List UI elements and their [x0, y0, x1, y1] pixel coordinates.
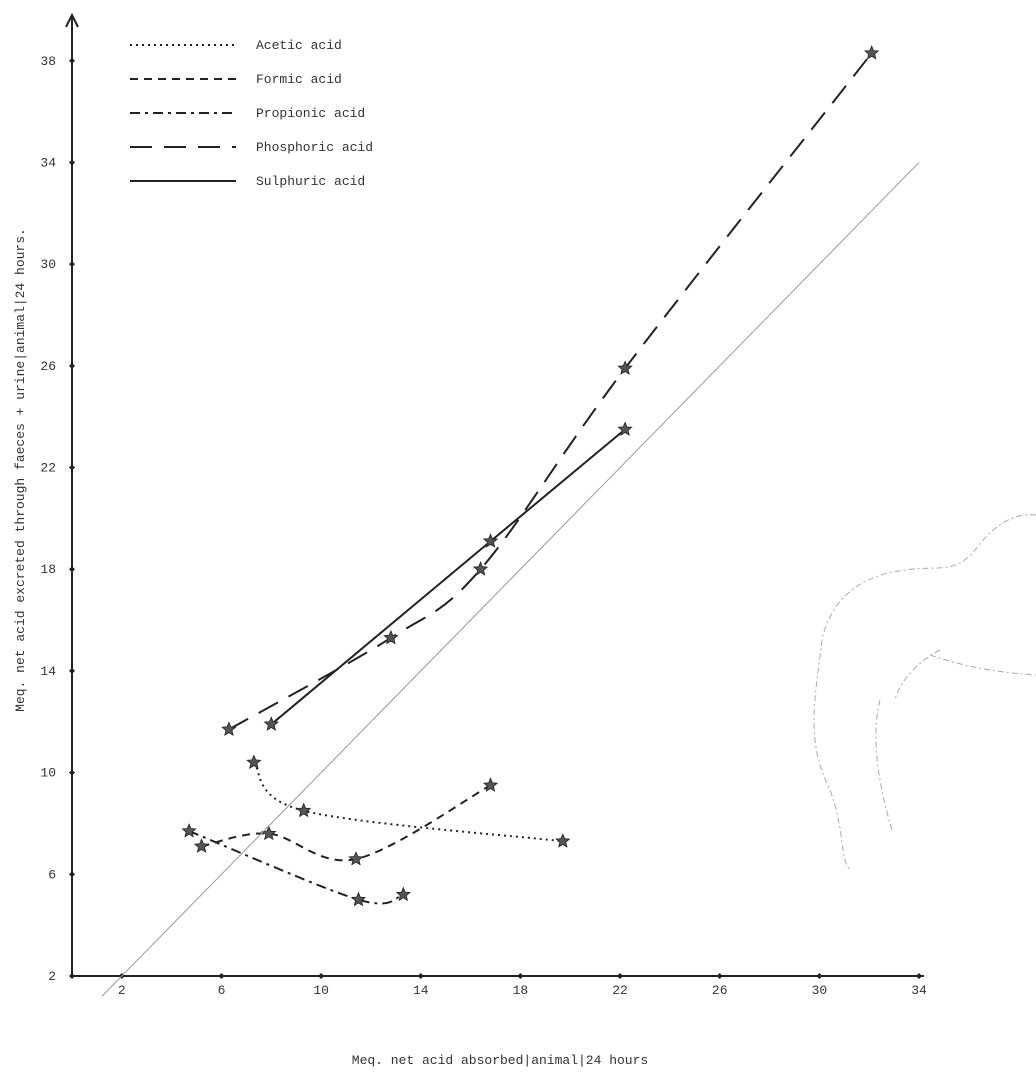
data-point: [863, 45, 880, 60]
series-line: [201, 784, 492, 862]
x-tick-label: 18: [513, 983, 529, 998]
y-tick-label: 6: [48, 867, 56, 882]
y-axis-label: Meq. net acid excreted through faeces + …: [13, 228, 28, 712]
legend-label: Phosphoric acid: [256, 140, 373, 155]
x-tick-label: 30: [812, 983, 828, 998]
y-tick-label: 14: [40, 664, 56, 679]
series-line: [270, 428, 626, 726]
y-tick-label: 22: [40, 461, 56, 476]
y-axis-arrow: [65, 12, 79, 28]
data-point: [295, 802, 312, 818]
y-tick: [69, 159, 75, 166]
data-point: [482, 777, 499, 792]
y-tick-label: 10: [40, 766, 56, 781]
legend-label: Sulphuric acid: [256, 174, 365, 189]
x-tick: [417, 973, 424, 979]
legend-label: Propionic acid: [256, 106, 365, 121]
y-tick: [69, 667, 75, 674]
x-tick-label: 34: [911, 983, 927, 998]
legend-label: Acetic acid: [256, 38, 342, 53]
legend-label: Formic acid: [256, 72, 342, 87]
data-point: [193, 838, 210, 853]
series-line: [228, 52, 873, 731]
x-tick: [816, 973, 823, 979]
data-point: [383, 629, 399, 645]
x-tick-label: 14: [413, 983, 429, 998]
y-tick-label: 34: [40, 155, 56, 170]
y-tick-label: 26: [40, 359, 56, 374]
y-tick-label: 38: [40, 54, 56, 69]
data-point: [617, 421, 633, 436]
x-tick: [916, 973, 923, 979]
data-point: [617, 360, 633, 375]
x-tick-label: 10: [313, 983, 329, 998]
series-line: [101, 162, 920, 997]
x-axis-label: Meq. net acid absorbed|animal|24 hours: [352, 1053, 648, 1068]
x-tick-label: 22: [612, 983, 628, 998]
data-point: [482, 533, 499, 548]
y-tick-label: 2: [48, 969, 56, 984]
y-tick: [69, 57, 75, 64]
data-point: [555, 833, 571, 848]
x-tick-label: 26: [712, 983, 728, 998]
y-tick: [69, 261, 75, 268]
x-tick-label: 6: [218, 983, 226, 998]
x-tick: [218, 973, 225, 979]
y-tick-label: 18: [40, 562, 56, 577]
x-tick: [617, 973, 624, 979]
sketch: [813, 514, 1036, 871]
data-point: [348, 851, 364, 866]
x-tick: [517, 973, 524, 979]
series-line: [188, 830, 404, 905]
y-tick-label: 30: [40, 257, 56, 272]
y-tick: [69, 362, 75, 369]
x-tick: [318, 973, 325, 979]
x-tick-label: 2: [118, 983, 126, 998]
data-point: [246, 754, 262, 769]
y-tick: [69, 973, 75, 979]
data-point: [181, 823, 197, 838]
y-tick: [69, 769, 75, 776]
data-point: [472, 561, 489, 576]
data-point: [350, 891, 367, 907]
y-tick: [69, 464, 75, 471]
y-tick: [69, 566, 75, 573]
y-tick: [69, 871, 75, 878]
data-point: [263, 716, 280, 731]
data-point: [395, 886, 412, 902]
data-point: [221, 721, 237, 736]
x-tick: [716, 973, 723, 979]
series-line: [253, 761, 563, 843]
data-point: [261, 825, 277, 841]
